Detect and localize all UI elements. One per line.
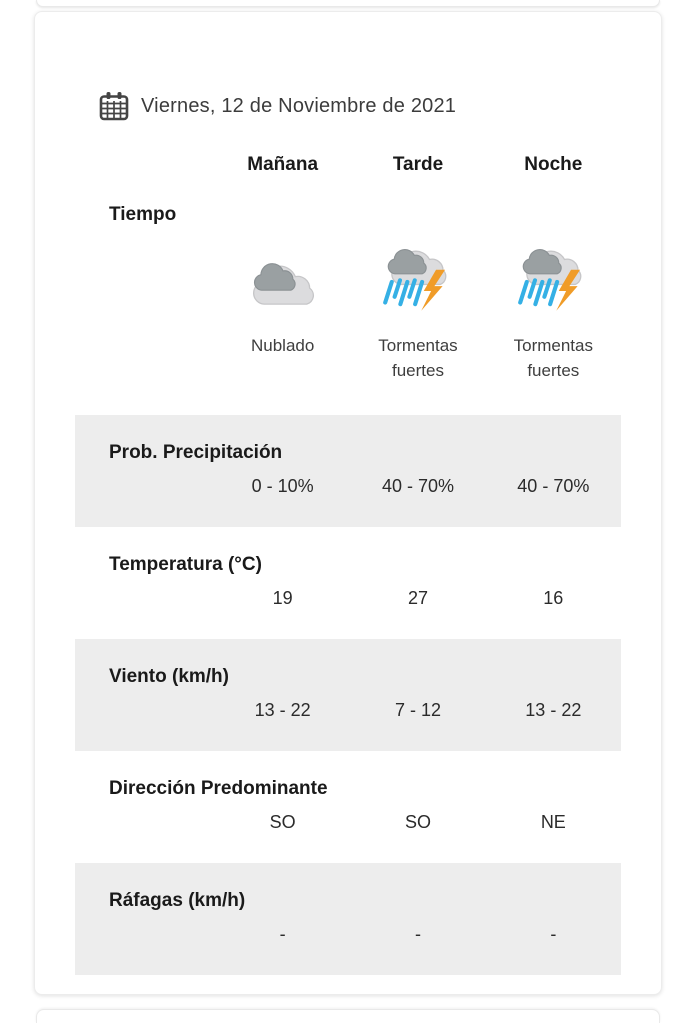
previous-day-card-edge[interactable]	[36, 0, 660, 7]
column-header-manana: Mañana	[247, 154, 319, 175]
gusts-noche: -	[550, 924, 557, 944]
next-day-card-edge[interactable]	[36, 1009, 660, 1023]
weather-captions-row: Nublado Tormentas fuertes Tormentas fuer…	[215, 334, 621, 388]
table-row-wind-direction: Dirección Predominante SO SO NE	[75, 751, 621, 863]
temperature-tarde: 27	[407, 588, 428, 608]
column-headers: Mañana Tarde Noche	[215, 154, 621, 176]
storm-icon	[383, 249, 447, 311]
row-label: Temperatura (°C)	[109, 554, 262, 575]
row-label: Dirección Predominante	[109, 778, 328, 799]
date-header: Viernes, 12 de Noviembre de 2021	[98, 88, 621, 124]
precipitation-tarde: 40 - 70%	[381, 476, 455, 496]
storm-icon	[518, 249, 582, 311]
direction-tarde: SO	[404, 812, 431, 832]
table-row-gusts: Ráfagas (km/h) - - -	[75, 863, 621, 975]
row-label: Ráfagas (km/h)	[109, 890, 246, 911]
gusts-manana: -	[279, 924, 286, 944]
column-header-tarde: Tarde	[392, 154, 444, 175]
row-label: Viento (km/h)	[109, 666, 229, 687]
wind-noche: 13 - 22	[525, 700, 582, 720]
weather-cell-noche	[486, 245, 621, 324]
forecast-card: Viernes, 12 de Noviembre de 2021 Mañana …	[34, 11, 662, 995]
weather-icons-row	[215, 245, 621, 324]
weather-caption-tarde: Tormentas fuertes	[378, 336, 458, 380]
temperature-noche: 16	[543, 588, 564, 608]
weather-cell-manana	[215, 245, 350, 324]
wind-tarde: 7 - 12	[394, 700, 441, 720]
table-row-precipitation: Prob. Precipitación 0 - 10% 40 - 70% 40 …	[75, 415, 621, 527]
direction-manana: SO	[269, 812, 296, 832]
table-row-temperature: Temperatura (°C) 19 27 16	[75, 527, 621, 639]
gusts-tarde: -	[414, 924, 421, 944]
weather-caption-noche: Tormentas fuertes	[513, 336, 593, 380]
weather-row-label: Tiempo	[109, 204, 177, 225]
calendar-icon	[99, 92, 129, 121]
cloudy-icon	[252, 263, 314, 305]
precipitation-manana: 0 - 10%	[251, 476, 314, 496]
weather-caption-manana: Nublado	[251, 336, 315, 355]
row-label: Prob. Precipitación	[109, 442, 283, 463]
wind-manana: 13 - 22	[254, 700, 311, 720]
column-header-noche: Noche	[524, 154, 583, 175]
table-row-wind: Viento (km/h) 13 - 22 7 - 12 13 - 22	[75, 639, 621, 751]
direction-noche: NE	[540, 812, 566, 832]
forecast-table: Prob. Precipitación 0 - 10% 40 - 70% 40 …	[35, 415, 661, 975]
precipitation-noche: 40 - 70%	[517, 476, 590, 496]
weather-cell-tarde	[350, 245, 485, 324]
temperature-manana: 19	[272, 588, 293, 608]
date-text: Viernes, 12 de Noviembre de 2021	[141, 94, 457, 117]
